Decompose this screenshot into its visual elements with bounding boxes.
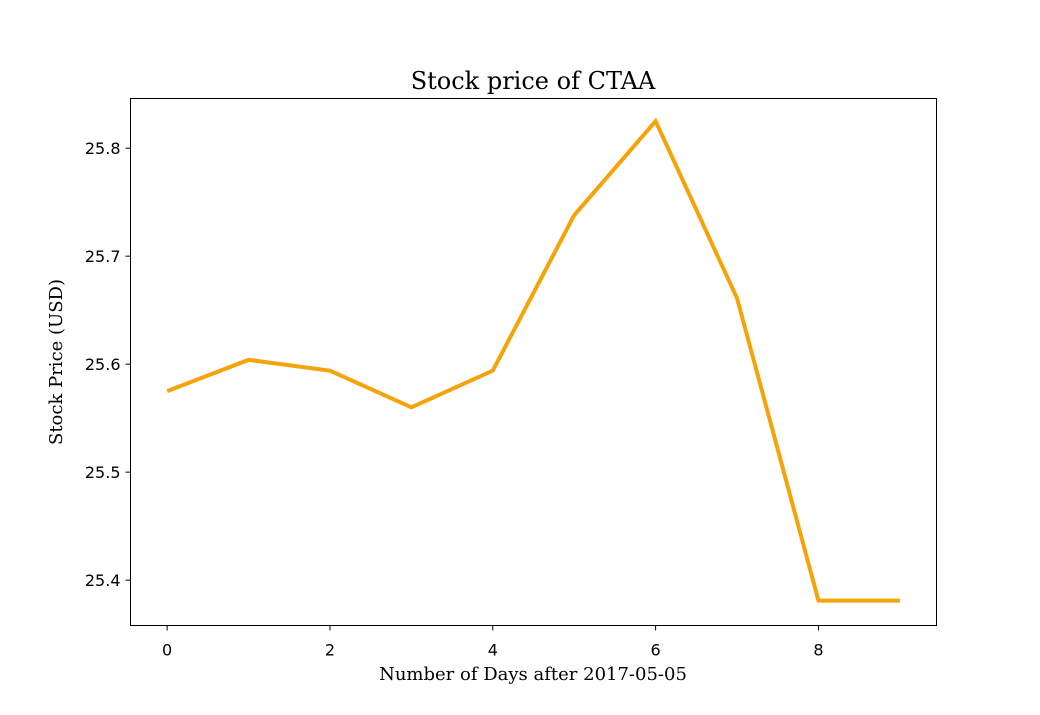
chart-title: Stock price of CTAA <box>411 67 656 95</box>
y-axis-label: Stock Price (USD) <box>46 279 67 445</box>
x-tick-label: 0 <box>162 641 172 660</box>
series-line <box>166 117 900 603</box>
y-tick-label: 25.8 <box>85 139 121 158</box>
x-tick-label: 4 <box>488 641 498 660</box>
plot-frame <box>130 98 937 626</box>
plot-area <box>166 117 900 603</box>
x-tick-label: 6 <box>651 641 661 660</box>
y-tick-label: 25.5 <box>85 463 121 482</box>
y-tick-label: 25.7 <box>85 247 121 266</box>
x-tick-label: 8 <box>813 641 823 660</box>
x-tick-label: 2 <box>325 641 335 660</box>
axis-ticks: 0 2 4 6 8 25.4 25.5 25.6 25.7 25.8 <box>85 139 824 659</box>
y-tick-label: 25.6 <box>85 355 121 374</box>
y-tick-label: 25.4 <box>85 571 121 590</box>
x-axis-label: Number of Days after 2017-05-05 <box>379 664 687 685</box>
